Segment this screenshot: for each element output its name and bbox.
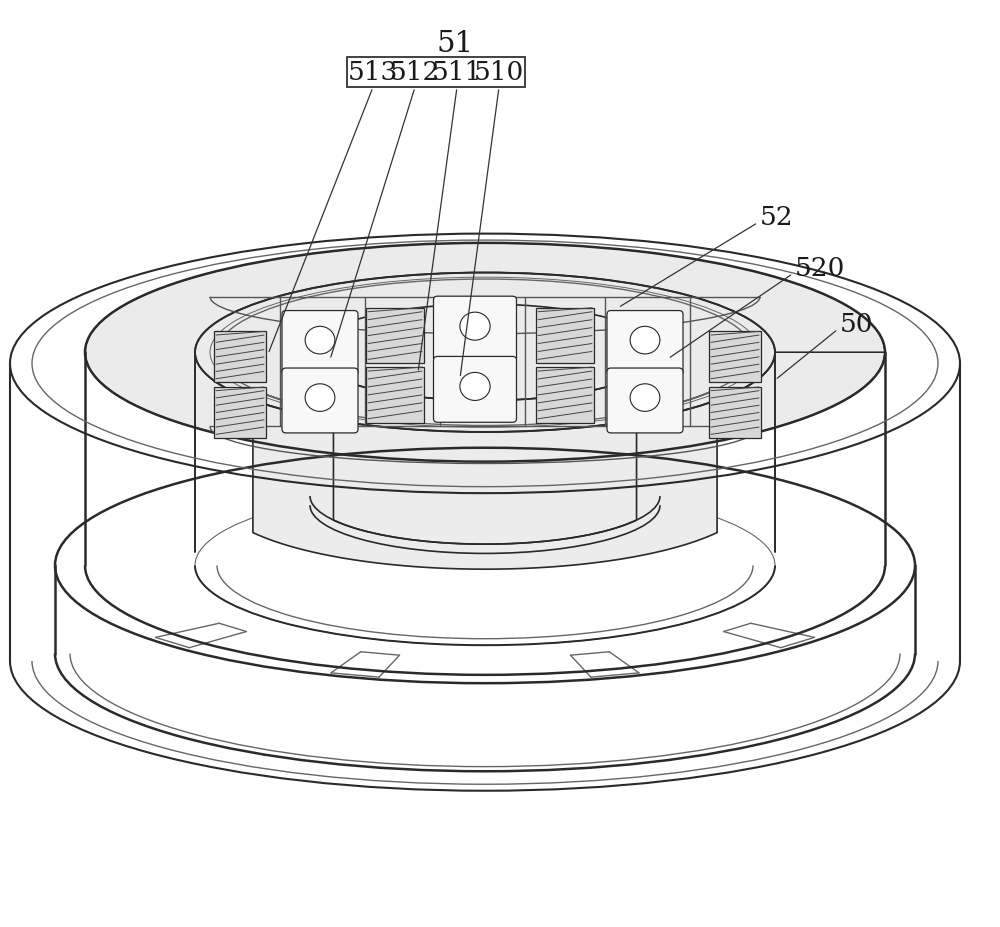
Text: 513: 513 [348, 60, 398, 84]
Circle shape [305, 326, 335, 354]
Text: 51: 51 [436, 30, 474, 57]
Text: 511: 511 [432, 60, 482, 84]
Bar [347, 57, 525, 87]
Bar [536, 367, 594, 423]
Bar [536, 308, 594, 363]
Circle shape [460, 312, 490, 340]
Circle shape [630, 326, 660, 354]
Text: 520: 520 [795, 257, 845, 281]
Bar [709, 331, 761, 382]
FancyBboxPatch shape [434, 357, 516, 423]
Circle shape [460, 373, 490, 400]
Bar [214, 387, 266, 438]
Bar [709, 387, 761, 438]
Bar [366, 308, 424, 363]
Polygon shape [217, 279, 753, 425]
FancyBboxPatch shape [434, 297, 516, 362]
Polygon shape [253, 389, 717, 569]
FancyBboxPatch shape [607, 311, 683, 375]
FancyBboxPatch shape [282, 311, 358, 375]
Circle shape [630, 384, 660, 412]
Polygon shape [86, 243, 885, 462]
Circle shape [305, 384, 335, 412]
Polygon shape [333, 376, 637, 544]
Text: 52: 52 [760, 206, 794, 230]
Text: 50: 50 [840, 312, 874, 337]
Bar [366, 367, 424, 423]
Bar [214, 331, 266, 382]
Polygon shape [310, 352, 660, 544]
Text: 510: 510 [474, 60, 524, 84]
Text: 512: 512 [390, 60, 440, 84]
FancyBboxPatch shape [607, 368, 683, 433]
FancyBboxPatch shape [282, 368, 358, 433]
